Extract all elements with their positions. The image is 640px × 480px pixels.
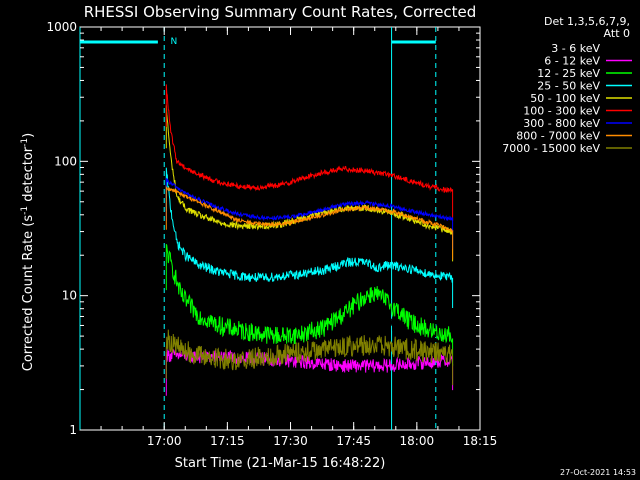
legend-label: 25 - 50 keV [537, 80, 600, 93]
series-line [165, 307, 454, 356]
y-axis-label-main: Corrected Count Rate (s [21, 215, 36, 372]
y-axis-label-end: ) [21, 133, 36, 138]
attenuator-label: N [171, 37, 178, 47]
x-tick-label: 17:00 [147, 434, 182, 448]
series-line [165, 167, 454, 308]
legend-label: 800 - 7000 keV [516, 130, 600, 143]
y-tick-label: 1000 [46, 20, 77, 34]
legend-header-line1: Det 1,3,5,6,7,9, [544, 15, 630, 28]
x-tick-label: 18:15 [463, 434, 498, 448]
x-tick-label: 17:15 [210, 434, 245, 448]
tick-layer: 17:00 17:15 17:30 17:45 18:00 18:15 1 10 100 1000 [46, 20, 497, 448]
legend-label: 300 - 800 keV [523, 117, 600, 130]
legend-label: 100 - 300 keV [523, 105, 600, 118]
y-axis-label-sup1: -1 [20, 206, 30, 215]
series-layer [165, 84, 454, 396]
y-tick-label: 10 [62, 289, 77, 303]
legend-label: 50 - 100 keV [530, 92, 600, 105]
y-tick-label: 1 [69, 423, 77, 437]
legend-label: 6 - 12 keV [544, 55, 600, 68]
x-axis-label: Start Time (21-Mar-15 16:48:22) [175, 456, 386, 471]
y-tick-label: 100 [54, 154, 77, 168]
series-line [165, 329, 454, 386]
series-line [165, 185, 454, 260]
chart-title: RHESSI Observing Summary Count Rates, Co… [84, 3, 477, 21]
legend-label: 3 - 6 keV [551, 42, 600, 55]
x-tick-label: 18:00 [400, 434, 435, 448]
x-tick-label: 17:30 [273, 434, 308, 448]
y-axis-label-sup2: -1 [20, 138, 30, 147]
legend-header-line2: Att 0 [604, 27, 630, 40]
y-axis-label-mid: detector [21, 146, 36, 206]
x-tick-label: 17:45 [336, 434, 371, 448]
series-line [165, 178, 454, 250]
legend-label: 12 - 25 keV [537, 67, 600, 80]
y-axis-label: Corrected Count Rate (s-1 detector-1) [20, 133, 36, 371]
series-line [165, 84, 454, 221]
legend-label: 7000 - 15000 keV [502, 142, 600, 155]
footer-timestamp: 27-Oct-2021 14:53 [560, 468, 636, 477]
series-line [165, 244, 454, 366]
plot-frame: N [79, 26, 481, 431]
plot-border [79, 26, 481, 431]
